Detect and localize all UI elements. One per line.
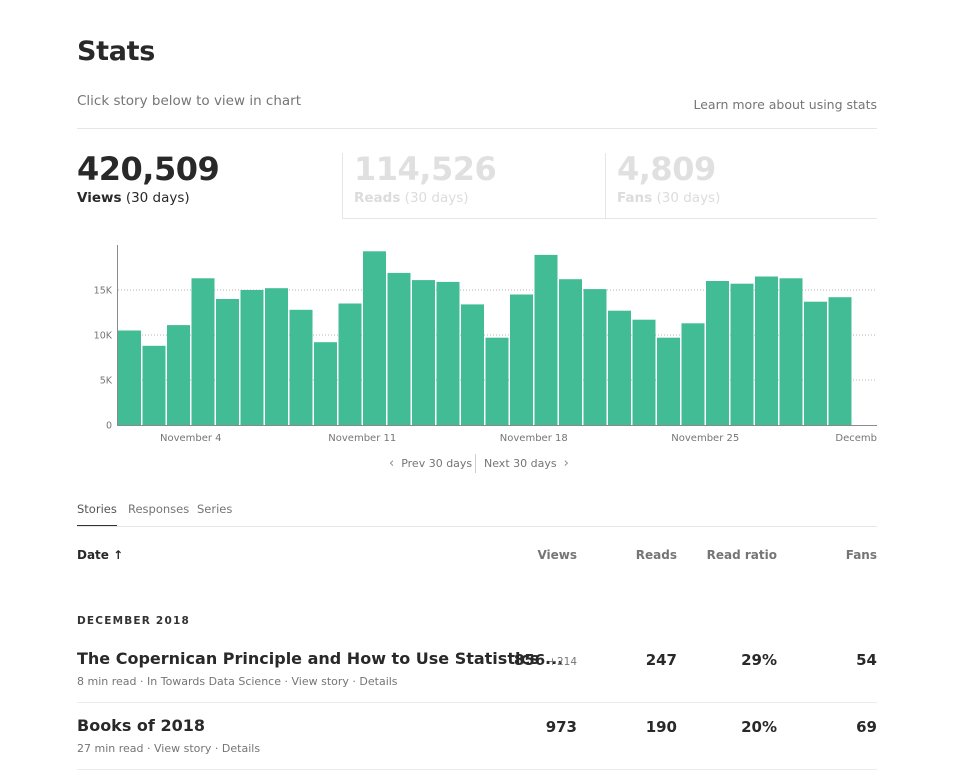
metric-reads-tab[interactable]: 114,526 Reads (30 days)	[342, 153, 605, 219]
chart-bar	[706, 281, 729, 425]
story-fans: 54	[856, 651, 877, 669]
chart-bar	[485, 337, 509, 425]
fans-label: Fans (30 days)	[617, 190, 721, 206]
tab-series[interactable]: Series	[197, 502, 233, 516]
metric-fans-tab[interactable]: 4,809 Fans (30 days)	[605, 153, 877, 219]
chart-bar	[755, 276, 778, 425]
story-views: 973	[545, 718, 577, 736]
metric-views-tab[interactable]: 420,509 Views (30 days)	[77, 153, 341, 219]
details-link[interactable]: Details	[359, 675, 398, 688]
view-story-link[interactable]: View story	[154, 742, 212, 755]
views-delta: +214	[548, 656, 577, 668]
chart-bar	[828, 297, 852, 425]
story-views: 856 +214	[513, 651, 577, 669]
y-tick-label: 0	[106, 421, 112, 432]
chart-bar	[412, 280, 435, 425]
pager-divider	[475, 454, 476, 473]
chart-bar	[191, 278, 215, 425]
chart-bar	[510, 294, 533, 425]
stats-tabs: Stories Responses Series	[77, 502, 877, 527]
y-tick-label: 10K	[94, 331, 113, 342]
page-subtitle: Click story below to view in chart	[77, 93, 302, 109]
chart-bar	[681, 323, 705, 425]
sort-arrow-up-icon: ↑	[113, 548, 124, 562]
chevron-left-icon: ‹	[389, 456, 395, 471]
story-meta: 8 min read · In Towards Data Science · V…	[77, 675, 398, 688]
chart-bar	[289, 309, 313, 425]
chart-bar	[118, 330, 141, 425]
chart-bar	[657, 337, 680, 425]
chart-bar	[240, 290, 264, 425]
learn-more-link[interactable]: Learn more about using stats	[693, 97, 877, 112]
x-tick-label: November 11	[328, 433, 396, 444]
chart-bar	[387, 272, 411, 425]
chart-bar	[265, 288, 288, 425]
chart-bar	[216, 299, 239, 425]
chart-bar	[583, 289, 607, 425]
prev-30-days-button[interactable]: ‹ Prev 30 days	[389, 456, 473, 471]
story-meta: 27 min read · View story · Details	[77, 742, 261, 755]
view-story-link[interactable]: View story	[291, 675, 349, 688]
chart-bar	[167, 325, 190, 425]
table-row[interactable]: Books of 2018 27 min read · View story ·…	[77, 716, 877, 770]
header-divider	[77, 128, 877, 129]
chevron-right-icon: ›	[563, 456, 569, 471]
page-title: Stats	[77, 36, 156, 67]
chart-bar	[730, 283, 754, 425]
reads-label: Reads (30 days)	[354, 190, 469, 206]
story-reads: 190	[645, 718, 677, 736]
chart-bar	[632, 319, 656, 425]
table-row[interactable]: The Copernican Principle and How to Use …	[77, 649, 877, 703]
chart-bar	[142, 345, 166, 425]
date-sort-header[interactable]: Date ↑	[77, 548, 124, 562]
story-title[interactable]: Books of 2018	[77, 716, 205, 735]
x-tick-label: Decemb	[835, 433, 877, 444]
fans-total: 4,809	[617, 150, 716, 188]
month-heading: DECEMBER 2018	[77, 615, 190, 627]
y-tick-label: 15K	[94, 286, 113, 297]
views-header[interactable]: Views	[537, 548, 577, 562]
chart-bar	[436, 281, 460, 425]
chart-bar	[559, 279, 582, 425]
next-30-days-button[interactable]: Next 30 days ›	[484, 456, 569, 471]
x-tick-label: November 25	[671, 433, 739, 444]
story-read-ratio: 20%	[741, 718, 777, 736]
details-link[interactable]: Details	[221, 742, 261, 755]
chart-bar	[314, 342, 337, 425]
tab-responses[interactable]: Responses	[128, 502, 190, 516]
chart-bar	[338, 303, 362, 425]
tab-stories[interactable]: Stories	[77, 502, 117, 526]
fans-header[interactable]: Fans	[845, 548, 877, 562]
chart-bar	[779, 278, 803, 425]
x-tick-label: November 4	[160, 433, 222, 444]
story-fans: 69	[856, 718, 877, 736]
views-label: Views (30 days)	[77, 190, 190, 206]
chart-bar	[804, 301, 827, 425]
x-tick-label: November 18	[500, 433, 568, 444]
story-read-ratio: 29%	[741, 651, 777, 669]
chart-bar	[534, 254, 558, 425]
chart-bar	[461, 304, 484, 425]
reads-total: 114,526	[354, 150, 497, 188]
reads-header[interactable]: Reads	[635, 548, 677, 562]
story-title[interactable]: The Copernican Principle and How to Use …	[77, 649, 564, 668]
chart-bar	[608, 310, 631, 425]
views-bar-chart: 0 5K 10K 15K November 4 November 11 November 1…	[94, 245, 877, 444]
views-total: 420,509	[77, 150, 220, 188]
y-tick-label: 5K	[100, 376, 113, 387]
read-ratio-header[interactable]: Read ratio	[706, 548, 777, 562]
chart-bar	[363, 251, 386, 425]
story-reads: 247	[645, 651, 677, 669]
